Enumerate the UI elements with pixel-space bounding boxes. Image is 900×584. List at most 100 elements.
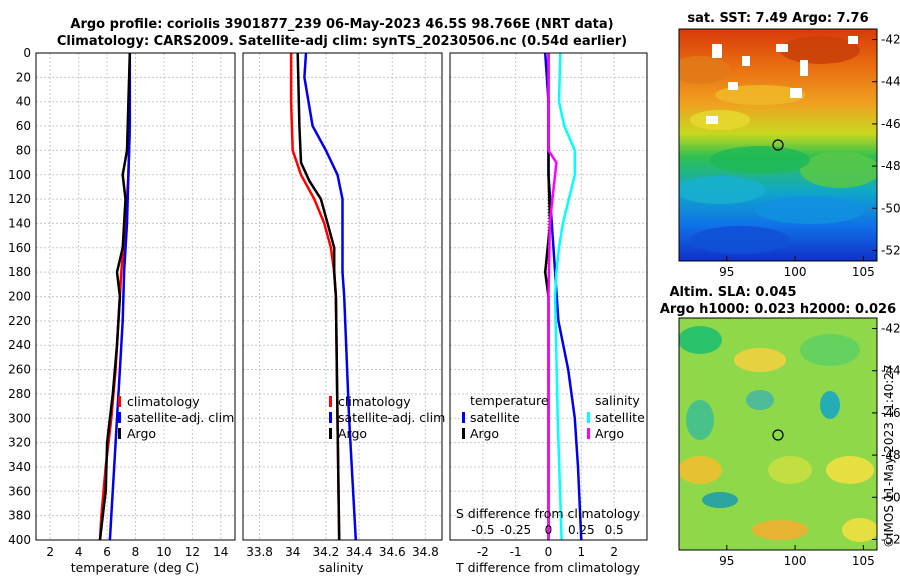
sst-lat-ticks: -42 -44 -46 -48 -50 -52	[872, 33, 900, 257]
sla-patch	[746, 390, 774, 410]
x-tick-label: -2	[477, 545, 489, 559]
sla-patch	[768, 456, 812, 484]
sst-map-frame	[678, 28, 878, 262]
difference-panel: -2 -1 0 1 2 -0.5 -0.25 0 0.25 0.5 S difference f…	[449, 52, 648, 575]
temperature-lines	[98, 52, 132, 541]
sla-patch	[679, 326, 722, 354]
legend-satellite-swatch	[118, 412, 121, 423]
series-satellite-adj-clim	[108, 53, 132, 541]
sst-lon-ticks: 95 100 105	[719, 256, 875, 279]
legend-climatology-swatch	[118, 396, 121, 407]
lon-tick-label: 100	[784, 265, 807, 279]
y-tick-label: 400	[8, 533, 31, 547]
series-argo	[296, 52, 341, 541]
sst-patch	[755, 196, 865, 224]
legend-satellite: satellite-adj. clim	[338, 410, 445, 425]
sst-patch	[679, 56, 730, 84]
x-tick-label: 34.8	[412, 545, 439, 559]
legend-argo-swatch	[118, 428, 121, 439]
legend-satellite-swatch	[329, 412, 332, 423]
legend-t-satellite-swatch	[462, 412, 465, 423]
s-difference-xlabel: S difference from climatology	[456, 506, 641, 521]
series-salinity-satellite	[553, 52, 577, 541]
x2-tick-label: 0	[545, 523, 553, 537]
s-difference-legend: salinity satellite Argo	[587, 393, 645, 441]
y-tick-label: 320	[8, 436, 31, 450]
x-tick-label: 2	[610, 545, 618, 559]
y-tick-label: 180	[8, 265, 31, 279]
x-tick-label: 4	[75, 545, 83, 559]
legend-s-satellite: satellite	[595, 410, 645, 425]
sla-map-title: Altim. SLA: 0.045	[670, 285, 797, 300]
t-difference-xlabel: T difference from climatology	[455, 560, 641, 575]
sst-missing-data	[790, 88, 802, 98]
salinity-grid	[243, 52, 442, 541]
sla-map-subtitle: Argo h1000: 0.023 h2000: 0.026	[660, 302, 896, 317]
sla-patch	[842, 518, 877, 542]
sst-missing-data	[706, 116, 718, 124]
legend-argo: Argo	[127, 426, 156, 441]
depth-tick-labels: 0 20 40 60 80 100 120 140 160 180 200 220 240 260 280 3…	[8, 46, 31, 547]
sla-patch	[800, 334, 860, 366]
x-tick-label: 14	[213, 545, 228, 559]
y-tick-label: 120	[8, 192, 31, 206]
y-tick-label: 160	[8, 241, 31, 255]
x-tick-label: 10	[156, 545, 171, 559]
y-tick-label: 100	[8, 168, 31, 182]
x-tick-label: 33.8	[246, 545, 273, 559]
sla-patch	[826, 456, 874, 484]
y-tick-label: 240	[8, 338, 31, 352]
t-difference-legend: temperature satellite Argo	[462, 393, 549, 441]
t-difference-tick-labels: -2 -1 0 1 2	[477, 545, 618, 559]
sst-patch	[710, 146, 810, 174]
imos-timestamp: ©IMOS 11-May-2023 11:40:27	[882, 364, 896, 548]
legend-climatology: climatology	[338, 394, 411, 409]
salinity-lines	[289, 52, 358, 541]
lat-tick-label: -46	[881, 117, 900, 131]
difference-lines	[543, 52, 583, 541]
sla-patch	[734, 348, 786, 372]
x2-tick-label: 0.5	[605, 523, 624, 537]
difference-axes-box	[449, 52, 648, 541]
lon-tick-label: 100	[784, 554, 807, 568]
y-tick-label: 80	[16, 143, 31, 157]
argo-location-marker	[772, 429, 784, 441]
legend-s-argo: Argo	[595, 426, 624, 441]
sst-missing-data	[728, 82, 738, 90]
x-tick-label: 34.6	[379, 545, 406, 559]
y-tick-label: 260	[8, 363, 31, 377]
x-tick-label: 6	[103, 545, 111, 559]
sst-patch	[780, 36, 860, 64]
y-tick-label: 300	[8, 411, 31, 425]
series-salinity-argo	[547, 53, 558, 540]
sst-patch	[690, 226, 790, 254]
sst-missing-data	[848, 36, 858, 44]
lat-tick-label: -44	[881, 75, 900, 89]
sst-map: sat. SST: 7.49 Argo: 7.76 -42 -44 -46 -48 -5…	[678, 11, 900, 279]
temperature-axes-box	[35, 52, 236, 541]
sst-missing-data	[712, 44, 722, 58]
x-tick-label: 0	[545, 545, 553, 559]
sst-patch	[690, 110, 750, 130]
y-tick-label: 380	[8, 509, 31, 523]
x-tick-label: 2	[46, 545, 54, 559]
salinity-xlabel: salinity	[319, 560, 364, 575]
argo-location-marker	[772, 139, 784, 151]
y-tick-label: 20	[16, 70, 31, 84]
legend-temperature-header: temperature	[470, 393, 549, 408]
lat-tick-label: -48	[881, 448, 900, 462]
y-tick-label: 220	[8, 314, 31, 328]
x-tick-label: 34	[285, 545, 300, 559]
legend-t-satellite: satellite	[470, 410, 520, 425]
sst-missing-data	[800, 60, 808, 76]
lon-tick-label: 95	[719, 265, 734, 279]
x2-tick-label: 0.25	[568, 523, 595, 537]
x-tick-label: 34.4	[346, 545, 373, 559]
y-tick-label: 340	[8, 460, 31, 474]
sla-patch	[752, 520, 808, 540]
temperature-grid	[36, 52, 235, 541]
legend-satellite: satellite-adj. clim	[127, 410, 234, 425]
lat-tick-label: -50	[881, 201, 900, 215]
y-tick-label: 360	[8, 484, 31, 498]
legend-argo: Argo	[338, 426, 367, 441]
